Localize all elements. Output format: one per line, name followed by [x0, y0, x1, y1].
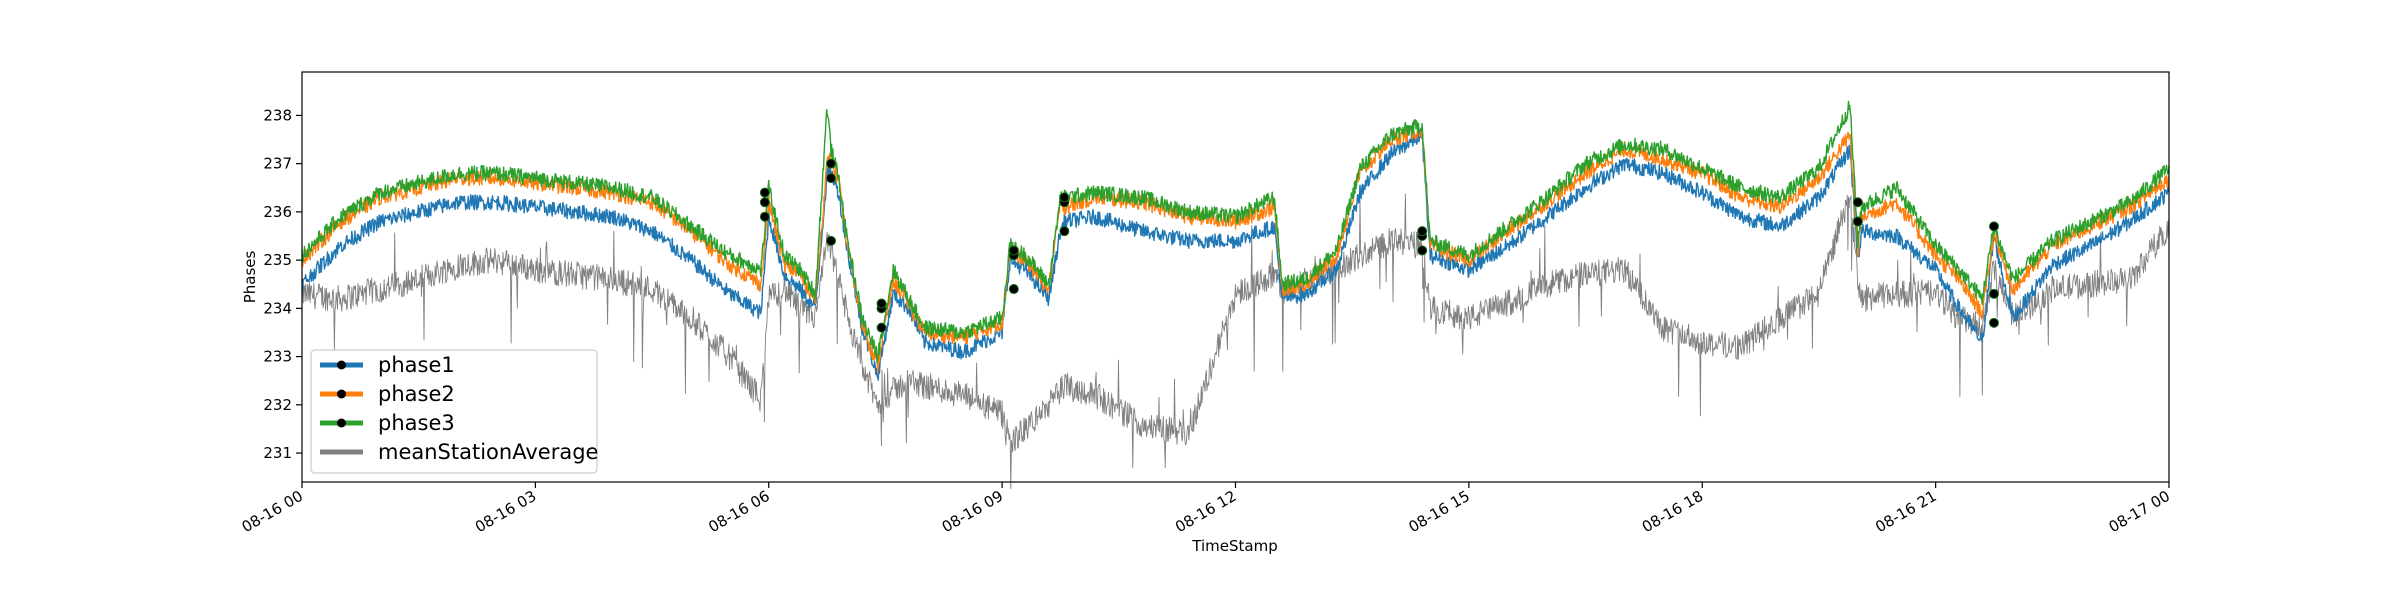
x-tick-label: 08-16 00 [239, 487, 306, 536]
x-tick-label: 08-16 06 [705, 487, 772, 536]
marker-phase1 [1988, 317, 1999, 328]
legend-marker-phase2 [337, 389, 346, 399]
marker-phase3 [825, 158, 836, 169]
marker-phase3 [759, 187, 770, 198]
y-tick-label: 235 [263, 251, 292, 269]
plot-markers [759, 158, 1999, 333]
series-line-meanStationAverage [301, 193, 2170, 489]
series-line-phase3 [301, 100, 2170, 363]
marker-phase3 [1988, 221, 1999, 232]
marker-phase1 [876, 322, 887, 333]
y-tick-label: 234 [263, 299, 292, 317]
legend-marker-phase1 [337, 360, 346, 370]
marker-phase3 [1059, 192, 1070, 203]
legend-label-phase2: phase2 [378, 382, 455, 406]
marker-phase3 [876, 298, 887, 309]
legend-label-phase3: phase3 [378, 411, 455, 435]
y-tick-label: 237 [263, 155, 292, 173]
series-line-phase1 [301, 127, 2170, 381]
x-tick-label: 08-16 03 [472, 487, 539, 536]
legend-marker-phase3 [337, 418, 346, 428]
y-tick-label: 231 [263, 444, 292, 462]
marker-phase2 [825, 173, 836, 184]
legend: phase1 phase2 phase3 meanStationAverage [310, 349, 598, 474]
marker-phase1 [1008, 284, 1019, 295]
x-tick-label: 08-17 00 [2106, 487, 2173, 536]
plot-series [301, 100, 2170, 489]
legend-label-phase1: phase1 [378, 353, 455, 377]
x-axis: 08-16 00 08-16 03 08-16 06 08-16 09 08-16 12… [239, 482, 2173, 536]
x-tick-label: 08-16 15 [1405, 487, 1472, 536]
y-tick-label: 233 [263, 348, 292, 366]
legend-box [310, 349, 598, 474]
marker-phase3 [1852, 197, 1863, 208]
y-tick-label: 238 [263, 106, 292, 124]
y-tick-label: 232 [263, 396, 292, 414]
legend-label-meanStationAverage: meanStationAverage [378, 440, 598, 464]
y-tick-label: 236 [263, 203, 292, 221]
marker-phase3 [1008, 245, 1019, 256]
marker-phase2 [1852, 216, 1863, 227]
marker-phase1 [1417, 245, 1428, 256]
marker-phase2 [1988, 288, 1999, 299]
marker-phase1 [825, 235, 836, 246]
x-tick-label: 08-16 18 [1639, 487, 1706, 536]
series-line-phase2 [301, 124, 2170, 374]
x-tick-label: 08-16 09 [939, 487, 1006, 536]
marker-phase1 [1059, 226, 1070, 237]
x-tick-label: 08-16 12 [1172, 487, 1239, 536]
y-axis-title: Phases [241, 251, 259, 304]
marker-phase2 [759, 197, 770, 208]
y-axis: 231 232 233 234 235 236 237 238 [263, 106, 302, 462]
marker-phase3 [1417, 226, 1428, 237]
x-tick-label: 08-16 21 [1872, 487, 1939, 536]
marker-phase1 [759, 211, 770, 222]
x-axis-title: TimeStamp [1191, 537, 1277, 555]
